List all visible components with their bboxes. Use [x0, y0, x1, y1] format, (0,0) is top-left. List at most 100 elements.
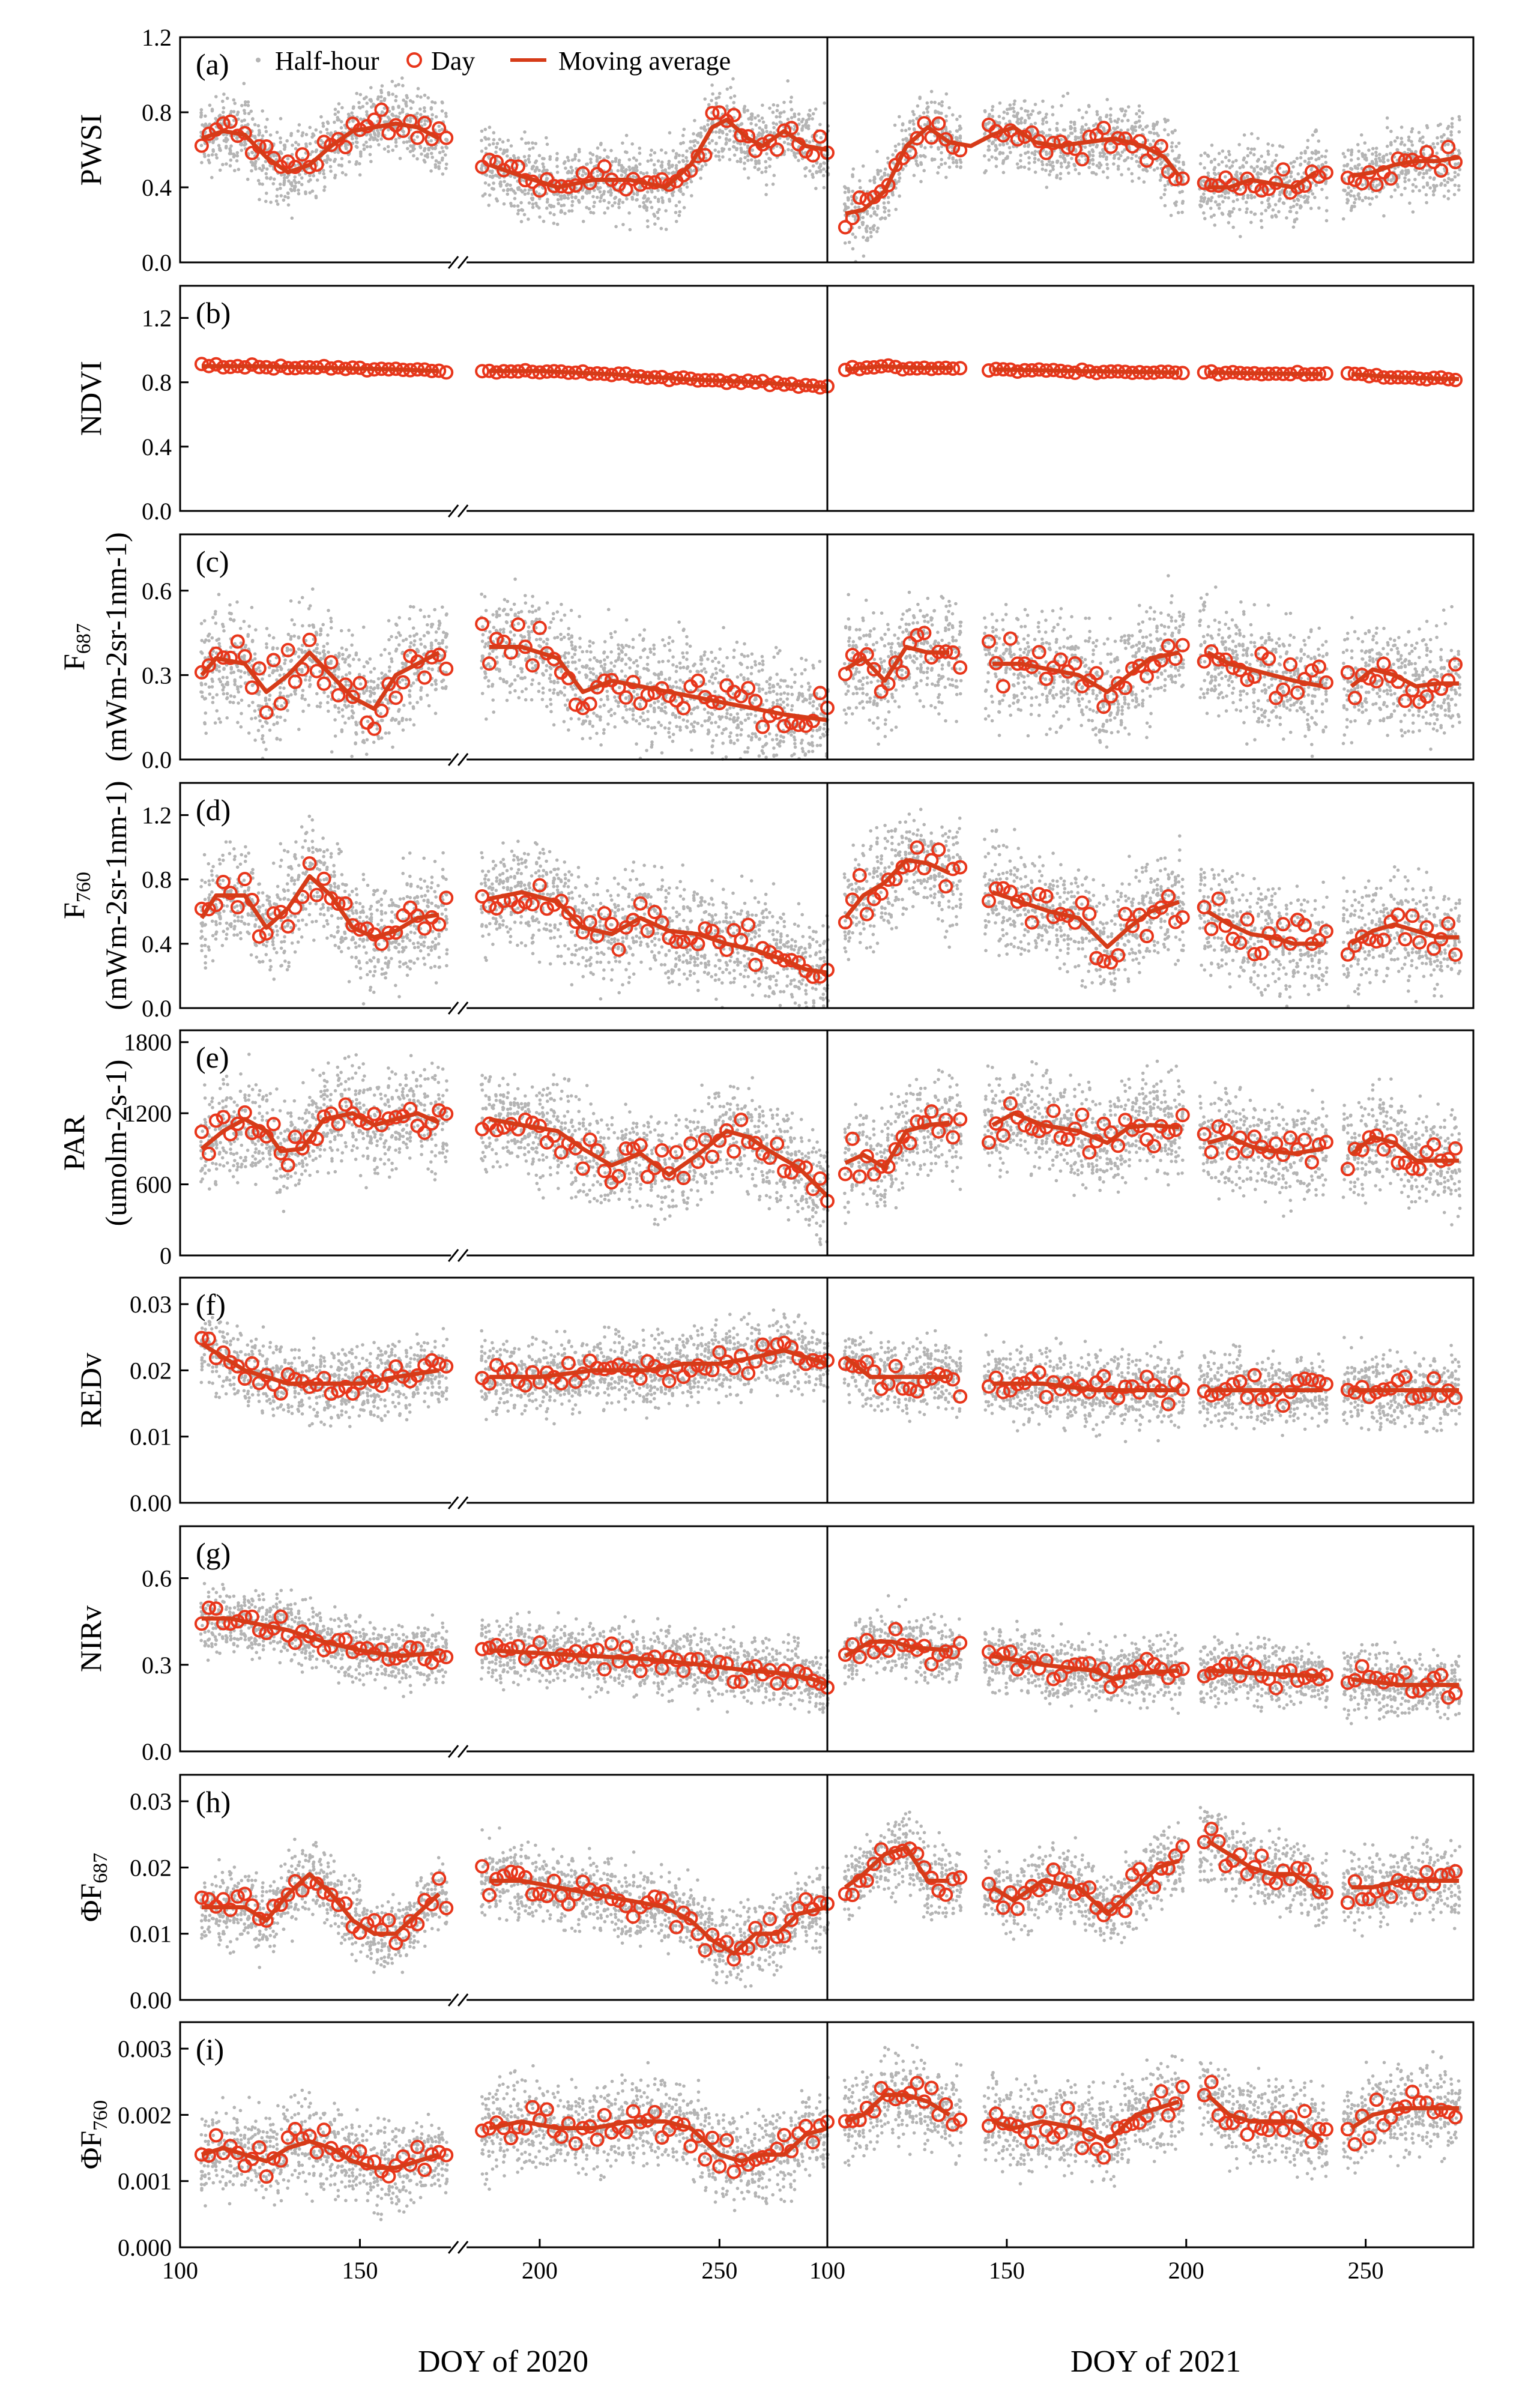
half-hour-point [344, 173, 348, 177]
half-hour-point [652, 163, 656, 167]
half-hour-point [681, 140, 685, 145]
half-hour-point [760, 132, 764, 136]
half-hour-point [1266, 142, 1270, 146]
half-hour-point [1367, 148, 1371, 152]
half-hour-point [764, 125, 768, 130]
half-hour-point [1458, 118, 1461, 122]
half-hour-point [642, 195, 647, 198]
half-hour-point [674, 204, 678, 208]
half-hour-point [391, 745, 394, 749]
half-hour-point [483, 136, 487, 139]
half-hour-point [937, 102, 941, 106]
half-hour-point [262, 740, 266, 744]
half-hour-point [884, 167, 887, 171]
half-hour-point [1303, 194, 1307, 198]
half-hour-point [416, 649, 420, 653]
half-hour-point [1202, 211, 1206, 215]
half-hour-point [602, 190, 606, 193]
half-hour-point [390, 718, 393, 722]
half-hour-point [674, 220, 678, 223]
half-hour-point [635, 159, 638, 162]
half-hour-point [1367, 196, 1371, 201]
half-hour-point [516, 204, 520, 208]
half-hour-point [416, 86, 420, 91]
half-hour-point [1443, 183, 1447, 187]
half-hour-point [1060, 165, 1063, 169]
half-hour-point [1260, 212, 1264, 216]
half-hour-point [214, 95, 218, 98]
half-hour-point [1146, 124, 1149, 128]
half-hour-point [865, 225, 869, 228]
half-hour-point [351, 119, 355, 122]
half-hour-point [355, 136, 358, 140]
half-hour-point [596, 146, 600, 150]
half-hour-point [533, 169, 537, 173]
half-hour-point [279, 183, 282, 186]
half-hour-point [563, 196, 566, 200]
half-hour-point [441, 156, 444, 160]
half-hour-point [516, 156, 521, 160]
half-hour-point [365, 660, 369, 664]
half-hour-point [1105, 175, 1110, 180]
half-hour-point [237, 690, 241, 694]
half-hour-point [1325, 196, 1329, 200]
half-hour-point [200, 161, 204, 165]
half-hour-point [276, 668, 279, 672]
half-hour-point [1045, 153, 1048, 156]
half-hour-point [520, 137, 524, 141]
half-hour-point [1227, 191, 1230, 195]
half-hour-point [1055, 127, 1058, 130]
half-hour-point [659, 226, 663, 231]
half-hour-point [607, 201, 611, 205]
half-hour-point [1048, 128, 1052, 131]
half-hour-point [214, 609, 217, 614]
half-hour-point [204, 682, 208, 686]
half-hour-point [429, 169, 433, 173]
half-hour-point [1037, 158, 1040, 162]
y-tick-label: 0.8 [142, 369, 172, 396]
half-hour-point [1255, 172, 1259, 176]
half-hour-point [235, 151, 240, 155]
half-hour-point [246, 177, 250, 181]
y-tick-label: 1.2 [142, 305, 172, 332]
half-hour-point [351, 137, 354, 140]
half-hour-point [379, 100, 383, 103]
half-hour-point [372, 666, 376, 671]
half-hour-point [415, 157, 419, 161]
half-hour-point [253, 657, 257, 661]
half-hour-point [1303, 159, 1307, 163]
half-hour-point [1117, 117, 1120, 121]
half-hour-point [1072, 121, 1076, 124]
y-axis-label: PWSI [74, 114, 107, 186]
half-hour-point [955, 118, 959, 121]
half-hour-point [346, 704, 351, 708]
half-hour-point [1015, 162, 1019, 166]
half-hour-point [491, 175, 494, 180]
half-hour-point [283, 662, 286, 665]
half-hour-point [240, 148, 244, 153]
half-hour-point [246, 100, 250, 104]
half-hour-point [1277, 210, 1281, 214]
half-hour-point [771, 183, 775, 186]
half-hour-point [426, 153, 429, 156]
half-hour-point [354, 145, 358, 148]
half-hour-point [1160, 141, 1164, 145]
half-hour-point [1209, 199, 1213, 203]
half-hour-point [415, 135, 419, 139]
half-hour-point [955, 165, 959, 169]
half-hour-point [725, 141, 728, 145]
half-hour-point [699, 177, 702, 180]
half-hour-point [621, 201, 625, 204]
half-hour-point [1007, 119, 1012, 123]
half-hour-point [368, 137, 372, 142]
half-hour-point [1084, 122, 1088, 127]
half-hour-point [1278, 197, 1282, 201]
half-hour-point [400, 128, 404, 133]
half-hour-point [222, 667, 226, 671]
panel-b: 0.00.40.81.2 (b)NDVI [74, 285, 1475, 525]
half-hour-point [1163, 204, 1167, 208]
half-hour-point [811, 175, 815, 180]
half-hour-point [1349, 166, 1353, 171]
half-hour-point [221, 163, 225, 166]
half-hour-point [1260, 154, 1263, 159]
